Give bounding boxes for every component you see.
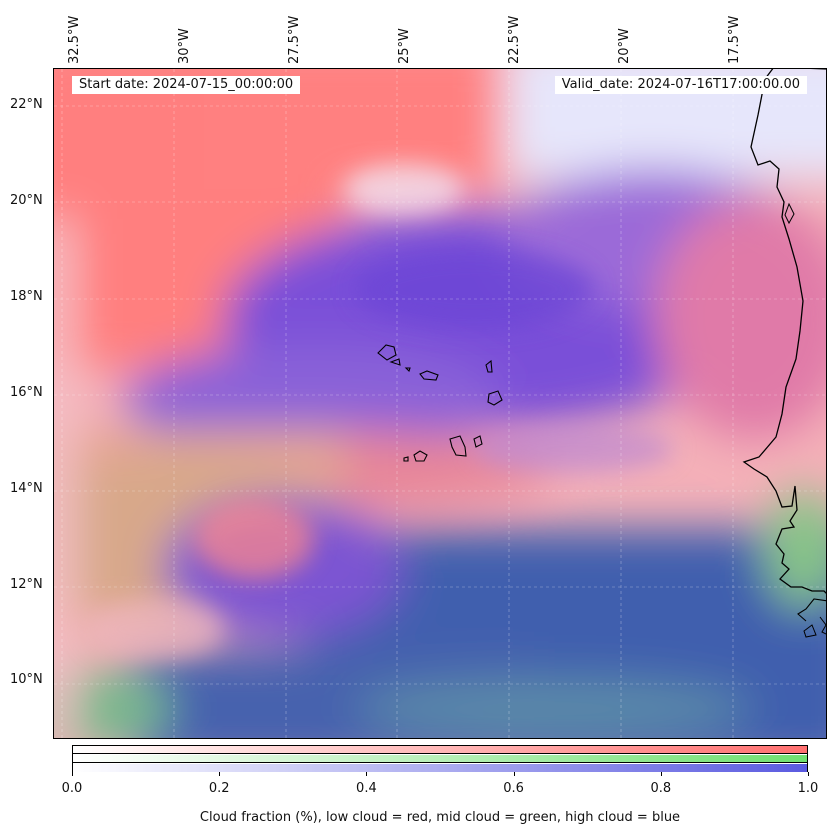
colorbar-label: Cloud fraction (%), low cloud = red, mid…: [199, 810, 681, 825]
latitude-label: 14°N: [10, 480, 43, 496]
latitude-label: 20°N: [10, 193, 43, 209]
island-sal: [485, 359, 493, 373]
longitude-label: 17.5°W: [726, 15, 742, 64]
island-santo-antao: [377, 344, 397, 361]
island-maio: [473, 435, 483, 448]
colorbar-high-cloud: [73, 764, 807, 772]
latitude-label: 10°N: [10, 672, 43, 688]
guinea-coast-segment: [819, 616, 826, 635]
africa-coastline: [742, 69, 826, 594]
longitude-label: 25°W: [396, 28, 412, 64]
cloud-fraction-field: [54, 69, 826, 738]
island-santa-luzia: [404, 367, 411, 373]
cape-verde-islands: [377, 344, 503, 462]
valid-date-label: Valid_date: 2024-07-16T17:00:00.00: [554, 76, 807, 94]
colorbar-tick-mark: [366, 772, 367, 776]
colorbar-tick-label: 0.8: [650, 781, 672, 796]
cape-blanc: [784, 202, 795, 225]
longitude-label: 22.5°W: [506, 15, 522, 64]
longitude-label: 27.5°W: [286, 15, 302, 64]
latitude-label: 16°N: [10, 384, 43, 400]
cloud-detail: [84, 164, 674, 659]
colorbar-tick-label: 0.6: [503, 781, 524, 796]
longitude-label: 30°W: [176, 28, 192, 64]
colorbar-tick-label: 0.0: [61, 781, 83, 796]
latitude-label: 18°N: [10, 289, 43, 305]
colorbar-tick-mark: [514, 772, 515, 776]
island-boa-vista: [487, 390, 503, 406]
latitude-label: 12°N: [10, 576, 43, 592]
longitude-label: 32.5°W: [66, 15, 82, 64]
colorbar-tick-mark: [808, 772, 809, 776]
colorbar-tick-mark: [72, 772, 73, 776]
island-sao-nicolau: [419, 370, 439, 381]
island-sao-vicente: [389, 358, 401, 366]
colorbar-tick-label: 1.0: [797, 781, 819, 796]
longitude-label: 20°W: [616, 28, 632, 64]
guinea-coastline: [797, 598, 826, 622]
colorbar: [72, 745, 808, 772]
colorbar-low-cloud: [73, 746, 807, 754]
colorbar-mid-cloud: [73, 755, 807, 763]
island-brava: [403, 456, 409, 462]
island-fogo: [413, 450, 428, 462]
colorbar-tick-label: 0.2: [208, 781, 230, 796]
map-panel: [53, 68, 827, 739]
bissagos-island: [803, 624, 817, 638]
colorbar-tick-mark: [219, 772, 220, 776]
latitude-label: 22°N: [10, 97, 43, 113]
start-date-label: Start date: 2024-07-15_00:00:00: [72, 76, 301, 94]
colorbar-tick-mark: [661, 772, 662, 776]
colorbar-tick-label: 0.4: [356, 781, 377, 796]
graticule: [54, 69, 826, 738]
island-santiago: [449, 435, 467, 457]
